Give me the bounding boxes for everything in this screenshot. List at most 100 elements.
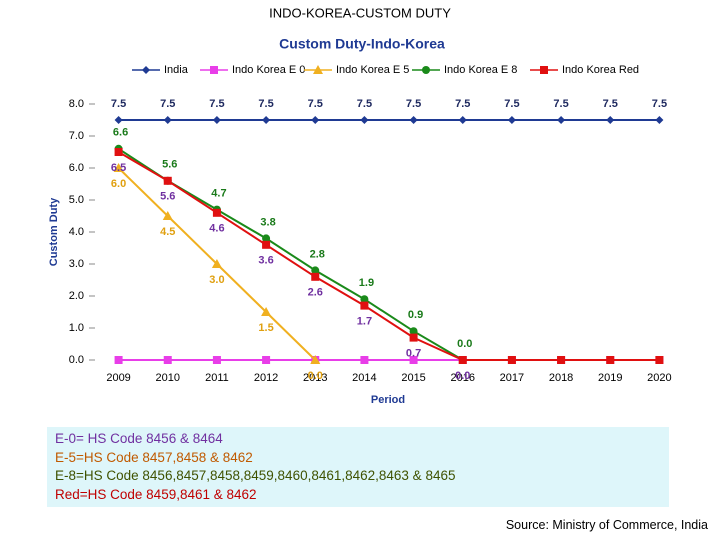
marker (409, 333, 418, 342)
marker (262, 234, 271, 243)
legend-marker (540, 66, 548, 74)
note: E-5=HS Code 8457,8458 & 8462 (55, 449, 253, 465)
x-tick-label: 2009 (106, 372, 130, 384)
note: Red=HS Code 8459,8461 & 8462 (55, 486, 257, 502)
marker (162, 211, 173, 220)
source: Source: Ministry of Commerce, India (505, 518, 708, 532)
chart-title: Custom Duty-Indo-Korea (279, 36, 445, 52)
x-tick-label: 2011 (205, 372, 229, 384)
y-tick-label: 5.0 (69, 194, 84, 206)
marker (114, 148, 123, 156)
marker (113, 163, 124, 172)
x-tick-label: 2017 (500, 372, 524, 384)
data-label: 7.5 (603, 98, 618, 110)
x-tick-label: 2020 (647, 372, 671, 384)
data-label: 7.5 (406, 98, 421, 110)
data-label: 7.5 (308, 98, 323, 110)
data-label: 1.9 (359, 277, 374, 289)
y-tick-label: 1.0 (69, 322, 84, 334)
marker (261, 307, 272, 316)
data-label: 4.7 (211, 188, 226, 200)
y-tick-label: 7.0 (69, 130, 84, 142)
data-label: 3.6 (258, 255, 273, 267)
y-tick-label: 4.0 (69, 226, 84, 238)
marker (360, 116, 369, 124)
x-tick-label: 2015 (401, 372, 425, 384)
marker (507, 356, 516, 364)
marker (212, 208, 221, 217)
marker (409, 116, 418, 124)
chart: INDO-KOREA-CUSTOM DUTY Custom Duty-Indo-… (48, 5, 672, 405)
data-label: 7.5 (209, 98, 224, 110)
marker (163, 356, 172, 364)
note: E-8=HS Code 8456,8457,8458,8459,8460,846… (55, 468, 456, 483)
data-label: 0.7 (406, 348, 421, 360)
y-tick-label: 6.0 (69, 162, 84, 174)
data-label: 0.0 (457, 338, 472, 350)
data-label: 0.0 (455, 370, 470, 382)
x-tick-label: 2019 (598, 372, 622, 384)
legend-label: Indo Korea E 5 (336, 64, 409, 76)
marker (409, 356, 418, 364)
data-label: 3.8 (260, 216, 275, 228)
data-label: 3.0 (209, 274, 224, 286)
x-tick-label: 2013 (303, 372, 327, 384)
x-tick-label: 2012 (254, 372, 278, 384)
marker (311, 272, 320, 281)
data-label: 7.5 (504, 98, 519, 110)
marker (262, 356, 271, 364)
marker (262, 116, 271, 124)
marker (360, 295, 369, 304)
marker (262, 240, 271, 249)
data-label: 2.8 (310, 248, 325, 260)
legend-marker (210, 66, 218, 74)
data-label: 6.6 (113, 127, 128, 139)
x-tick-label: 2014 (352, 372, 376, 384)
marker (557, 116, 566, 124)
marker (606, 116, 615, 124)
data-label: 7.5 (553, 98, 568, 110)
marker (311, 266, 320, 275)
marker (606, 356, 615, 364)
legend-marker (422, 66, 430, 74)
marker (655, 356, 664, 364)
data-label: 4.6 (209, 223, 224, 235)
data-label: 7.5 (111, 98, 126, 110)
data-label: 7.5 (357, 98, 372, 110)
y-tick-label: 8.0 (69, 98, 84, 110)
page-title: INDO-KOREA-CUSTOM DUTY (269, 5, 451, 20)
marker (655, 116, 664, 124)
legend-label: India (164, 64, 189, 76)
data-label: 0.0 (308, 370, 323, 382)
legend-label: Indo Korea E 8 (444, 64, 517, 76)
marker (458, 116, 467, 124)
y-tick-label: 3.0 (69, 258, 84, 270)
data-label: 7.5 (258, 98, 273, 110)
data-label: 0.9 (408, 309, 423, 321)
y-tick-label: 0.0 (69, 354, 84, 366)
note: E-0= HS Code 8456 & 8464 (55, 431, 223, 446)
data-label: 7.5 (652, 98, 667, 110)
y-tick-label: 2.0 (69, 290, 84, 302)
marker (360, 301, 369, 310)
x-tick-label: 2016 (451, 372, 475, 384)
data-label: 6.5 (111, 162, 126, 174)
series-line (118, 151, 660, 361)
data-label: 5.6 (162, 159, 177, 171)
data-label: 2.6 (308, 287, 323, 299)
marker (360, 356, 369, 364)
marker (409, 327, 418, 336)
data-label: 4.5 (160, 226, 175, 238)
legend-marker (313, 65, 323, 74)
marker (557, 356, 566, 364)
marker (163, 116, 172, 124)
marker (458, 356, 467, 364)
x-tick-label: 2010 (156, 372, 180, 384)
y-axis-label: Custom Duty (48, 197, 60, 266)
x-tick-label: 2018 (549, 372, 573, 384)
data-label: 1.5 (258, 322, 273, 334)
marker (310, 355, 321, 364)
notes-box: E-0= HS Code 8456 & 8464 E-5=HS Code 845… (47, 427, 669, 507)
data-label: 7.5 (160, 98, 175, 110)
